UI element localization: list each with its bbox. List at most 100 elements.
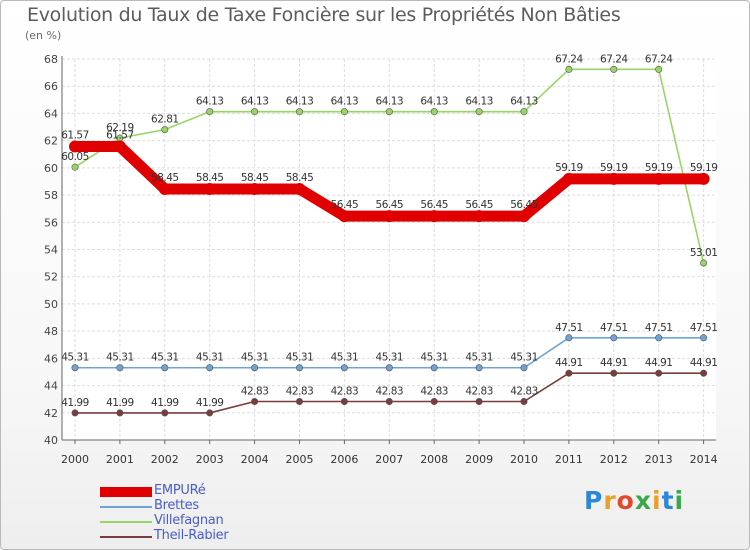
data-label-brettes: 45.31 xyxy=(510,352,538,364)
logo-letter: t xyxy=(661,486,675,515)
data-point-empur- xyxy=(69,140,81,153)
data-label-empur-: 59.19 xyxy=(645,162,673,174)
y-tick-label: 50 xyxy=(44,298,58,311)
data-label-theil-rabier: 42.83 xyxy=(510,385,538,397)
data-point-brettes xyxy=(71,364,79,372)
data-label-villefagnan: 64.13 xyxy=(510,96,538,108)
data-point-villefagnan xyxy=(565,65,573,73)
data-point-theil-rabier xyxy=(610,369,618,377)
data-point-theil-rabier xyxy=(385,397,393,405)
x-tick-label: 2006 xyxy=(330,453,358,466)
chart-title: Evolution du Taux de Taxe Foncière sur l… xyxy=(27,4,621,26)
data-point-villefagnan xyxy=(251,108,259,116)
data-label-brettes: 45.31 xyxy=(465,352,493,364)
y-tick-label: 40 xyxy=(44,434,58,447)
data-label-villefagnan: 64.13 xyxy=(376,96,404,108)
legend-swatch xyxy=(100,487,152,497)
data-label-empur-: 58.45 xyxy=(286,172,314,184)
data-label-empur-: 58.45 xyxy=(196,172,224,184)
data-label-brettes: 45.31 xyxy=(376,352,404,364)
y-tick-label: 62 xyxy=(44,135,58,148)
data-label-brettes: 47.51 xyxy=(555,322,583,334)
data-label-villefagnan: 64.13 xyxy=(241,96,269,108)
data-label-brettes: 47.51 xyxy=(690,322,718,334)
data-label-theil-rabier: 41.99 xyxy=(196,397,224,409)
data-point-brettes xyxy=(340,364,348,372)
logo-letter: i xyxy=(652,486,662,515)
data-point-theil-rabier xyxy=(475,397,483,405)
data-point-theil-rabier xyxy=(520,397,528,405)
data-label-empur-: 59.19 xyxy=(690,162,718,174)
data-point-empur- xyxy=(383,210,396,223)
y-tick-label: 68 xyxy=(44,53,58,66)
data-point-villefagnan xyxy=(340,108,348,116)
data-point-villefagnan xyxy=(385,108,393,116)
data-label-theil-rabier: 41.99 xyxy=(151,397,179,409)
logo-letter: i xyxy=(674,486,685,515)
data-point-villefagnan xyxy=(71,163,79,171)
data-label-empur-: 61.57 xyxy=(61,129,89,141)
data-label-empur-: 59.19 xyxy=(555,162,583,174)
data-label-villefagnan: 53.01 xyxy=(690,247,718,259)
data-point-brettes xyxy=(161,364,169,372)
legend-swatch xyxy=(100,536,152,538)
y-tick-label: 42 xyxy=(44,407,58,420)
y-tick-label: 48 xyxy=(44,325,58,338)
data-label-brettes: 45.31 xyxy=(61,352,89,364)
data-point-theil-rabier xyxy=(700,369,708,377)
data-label-empur-: 58.45 xyxy=(151,172,179,184)
data-label-empur-: 56.45 xyxy=(510,199,538,211)
data-label-villefagnan: 64.13 xyxy=(286,96,314,108)
data-label-theil-rabier: 41.99 xyxy=(61,397,89,409)
y-tick-label: 56 xyxy=(44,216,58,229)
data-point-empur- xyxy=(518,210,530,223)
data-point-villefagnan xyxy=(161,126,169,134)
data-label-theil-rabier: 41.99 xyxy=(106,397,134,409)
data-point-empur- xyxy=(338,210,351,223)
x-tick-label: 2013 xyxy=(645,453,673,466)
proxiti-logo: Proxiti xyxy=(584,486,684,515)
data-point-brettes xyxy=(206,364,214,372)
y-tick-label: 52 xyxy=(44,271,58,284)
data-point-theil-rabier xyxy=(251,397,259,405)
data-point-brettes xyxy=(251,364,259,372)
data-label-brettes: 45.31 xyxy=(106,352,134,364)
data-label-villefagnan: 64.13 xyxy=(420,96,448,108)
y-tick-label: 64 xyxy=(44,107,58,120)
data-point-empur- xyxy=(113,140,126,153)
y-axis-unit-label: (en %) xyxy=(25,29,62,42)
x-tick-label: 2004 xyxy=(241,453,269,466)
data-label-empur-: 56.45 xyxy=(376,199,404,211)
data-point-empur- xyxy=(473,210,486,223)
data-point-villefagnan xyxy=(206,108,214,116)
logo-letter: P xyxy=(584,486,604,515)
data-label-brettes: 45.31 xyxy=(420,352,448,364)
data-label-empur-: 59.19 xyxy=(600,162,628,174)
legend-label: Brettes xyxy=(154,498,199,513)
data-point-theil-rabier xyxy=(655,369,663,377)
data-point-villefagnan xyxy=(475,108,483,116)
data-label-villefagnan: 60.05 xyxy=(61,151,89,163)
y-tick-label: 66 xyxy=(44,80,58,93)
data-label-brettes: 45.31 xyxy=(286,352,314,364)
legend-label: Villefagnan xyxy=(154,513,224,528)
legend-label: Theil-Rabier xyxy=(154,528,229,543)
y-tick-label: 46 xyxy=(44,352,58,365)
y-tick-label: 54 xyxy=(44,244,58,257)
data-label-brettes: 45.31 xyxy=(196,352,224,364)
data-label-theil-rabier: 42.83 xyxy=(376,385,404,397)
data-point-brettes xyxy=(565,334,573,342)
data-point-brettes xyxy=(520,364,528,372)
data-point-empur- xyxy=(652,172,665,185)
data-label-empur-: 58.45 xyxy=(241,172,269,184)
data-label-theil-rabier: 42.83 xyxy=(465,385,493,397)
data-point-brettes xyxy=(700,334,708,342)
x-tick-label: 2002 xyxy=(151,453,179,466)
data-label-theil-rabier: 44.91 xyxy=(555,357,583,369)
data-label-theil-rabier: 42.83 xyxy=(286,385,314,397)
x-tick-label: 2012 xyxy=(600,453,628,466)
logo-letter: o xyxy=(616,486,635,515)
data-label-villefagnan: 67.24 xyxy=(555,53,583,65)
x-tick-label: 2010 xyxy=(510,453,538,466)
data-point-villefagnan xyxy=(295,108,303,116)
